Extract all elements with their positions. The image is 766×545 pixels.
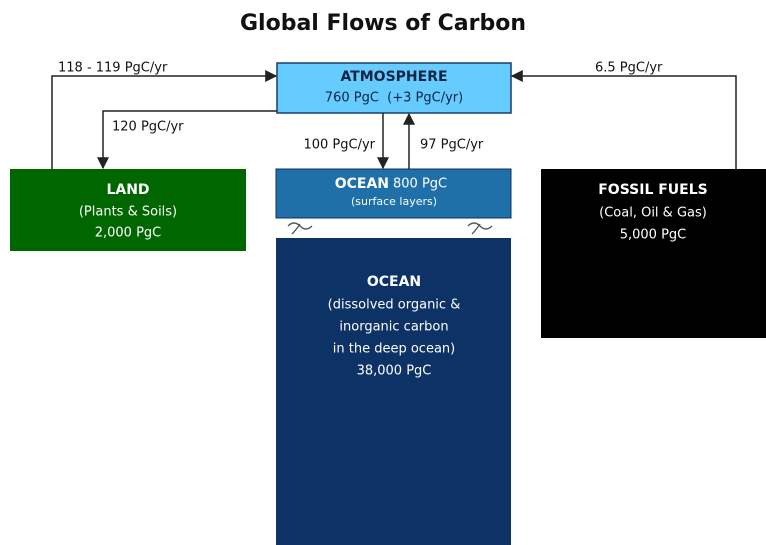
node-amount: 38,000 PgC <box>357 364 432 379</box>
flow-label: 120 PgC/yr <box>112 120 184 135</box>
node-label: LAND <box>106 182 149 198</box>
flow-label: 118 - 119 PgC/yr <box>58 61 168 76</box>
node-detail: (Plants & Soils) <box>79 205 177 220</box>
atmosphere-box <box>276 62 512 114</box>
flow-label: 97 PgC/yr <box>420 138 484 153</box>
squiggle <box>287 222 313 235</box>
node-detail: (surface layers) <box>351 195 437 208</box>
node-detail: (dissolved organic & <box>328 298 461 313</box>
land-box <box>10 169 246 251</box>
node-label: FOSSIL FUELS <box>598 182 708 198</box>
flow-label: 100 PgC/yr <box>303 138 375 153</box>
node-label: OCEAN <box>367 274 421 290</box>
node-label: ATMOSPHERE <box>340 69 447 85</box>
node-label: OCEAN <box>335 176 389 192</box>
arrow <box>51 70 278 169</box>
arrow <box>97 110 277 170</box>
node-amount: 2,000 PgC <box>95 226 162 241</box>
arrow <box>510 70 737 169</box>
node-amount: 5,000 PgC <box>620 228 687 243</box>
node-amount: 800 PgC <box>393 177 447 192</box>
deep-ocean-box <box>276 238 511 545</box>
squiggle <box>467 222 493 235</box>
fossil-box <box>541 169 766 338</box>
node-amount: 760 PgC (+3 PgC/yr) <box>325 91 463 106</box>
node-detail: inorganic carbon <box>339 320 448 335</box>
node-detail: (Coal, Oil & Gas) <box>599 206 707 221</box>
flow-label: 6.5 PgC/yr <box>595 61 663 76</box>
ocean-surface-box <box>275 168 512 219</box>
title: Global Flows of Carbon <box>240 11 526 36</box>
node-detail: in the deep ocean) <box>333 342 455 357</box>
